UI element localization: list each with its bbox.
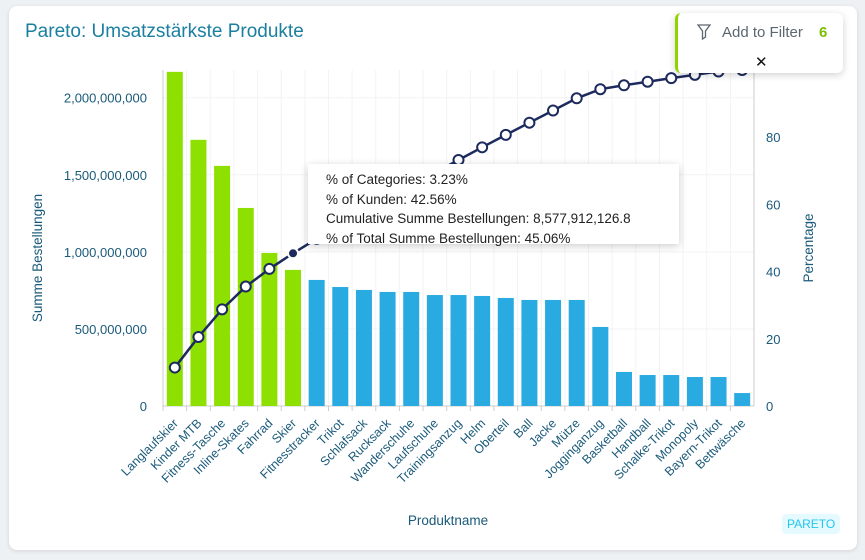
cumulative-point xyxy=(547,104,560,117)
y-tick-label: 1,500,000,000 xyxy=(64,168,147,183)
bar xyxy=(639,375,656,406)
y-tick-label: 1,000,000,000 xyxy=(64,245,147,260)
bar xyxy=(615,371,632,406)
bar xyxy=(426,295,443,406)
bar xyxy=(237,207,254,406)
cumulative-point xyxy=(476,141,489,154)
bar xyxy=(663,375,680,406)
bar xyxy=(379,291,396,406)
bar xyxy=(261,252,278,406)
y2-tick-label: 0 xyxy=(766,399,773,414)
bar xyxy=(214,165,231,406)
tooltip-total: % of Total Summe Bestellungen: 45.06% xyxy=(326,230,571,246)
tooltip-cumulative: Cumulative Summe Bestellungen: 8,577,912… xyxy=(326,211,631,226)
bar xyxy=(308,279,325,406)
chart-card xyxy=(9,6,857,550)
y2-axis-title: Percentage xyxy=(801,213,816,282)
add-to-filter-button[interactable]: Add to Filter xyxy=(722,24,803,41)
filter-icon[interactable] xyxy=(696,24,712,45)
y-tick-label: 0 xyxy=(140,399,147,414)
bar xyxy=(403,291,420,406)
bar xyxy=(521,299,538,406)
cumulative-point xyxy=(287,247,300,260)
filter-count: 6 xyxy=(819,24,828,41)
cumulative-point xyxy=(523,116,536,129)
tooltip: % of Categories: 3.23% % of Kunden: 42.5… xyxy=(308,164,679,246)
bar xyxy=(497,297,514,406)
y2-tick-label: 20 xyxy=(766,332,780,347)
y-tick-label: 500,000,000 xyxy=(75,322,147,337)
bar xyxy=(190,139,207,406)
bar xyxy=(568,299,585,406)
pareto-badge: PARETO xyxy=(782,514,841,534)
bar xyxy=(545,299,562,406)
x-axis-title: Produktname xyxy=(408,513,488,528)
cumulative-point xyxy=(617,79,630,92)
bar xyxy=(592,326,609,406)
cumulative-point xyxy=(168,361,181,374)
cumulative-point xyxy=(239,280,252,293)
close-icon[interactable]: ✕ xyxy=(755,54,768,71)
y2-tick-label: 80 xyxy=(766,130,780,145)
cumulative-point xyxy=(192,330,205,343)
y-tick-label: 2,000,000,000 xyxy=(64,91,147,106)
cumulative-point xyxy=(665,72,678,85)
y2-tick-label: 40 xyxy=(766,265,780,280)
y2-tick-label: 60 xyxy=(766,197,780,212)
cumulative-point xyxy=(263,262,276,275)
add-to-filter-popup: Add to Filter 6 ✕ xyxy=(675,13,843,73)
y-axis-title: Summe Bestellungen xyxy=(30,194,45,322)
bar xyxy=(710,377,727,406)
bar xyxy=(285,269,302,406)
bar xyxy=(734,393,751,406)
bar xyxy=(166,71,183,406)
chart-title: Pareto: Umsatzstärkste Produkte xyxy=(25,21,304,42)
bar xyxy=(474,295,491,406)
cumulative-point xyxy=(570,92,583,105)
bar xyxy=(450,295,467,406)
tooltip-kunden: % of Kunden: 42.56% xyxy=(326,191,457,207)
bar xyxy=(686,377,703,406)
cumulative-point xyxy=(499,128,512,141)
cumulative-point xyxy=(594,83,607,96)
tooltip-categories: % of Categories: 3.23% xyxy=(326,172,468,187)
cumulative-point xyxy=(641,75,654,88)
bar xyxy=(332,287,349,406)
cumulative-point xyxy=(216,303,229,316)
bar xyxy=(355,289,372,406)
